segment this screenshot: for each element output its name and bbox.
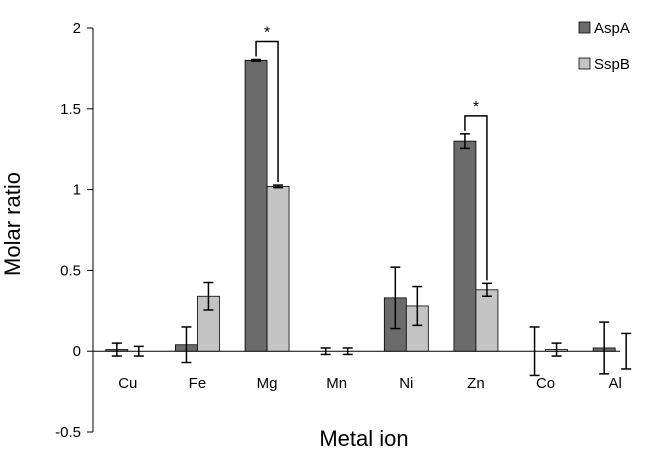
plot-area: -0.500.511.52 Cu Fe Mg Mn Ni Zn Co Al ** [55, 20, 632, 441]
significance-star: * [264, 25, 270, 42]
legend-label-sspb: SspB [594, 56, 630, 73]
y-axis-ticks: -0.5 0 0.5 1 1.5 2 [55, 20, 93, 441]
bar-aspa-mg [244, 59, 268, 352]
significance-bracket [255, 40, 279, 183]
legend-swatch-sspb [578, 57, 591, 70]
y-tick-label: 0.5 [60, 262, 81, 279]
x-tick-label: Fe [189, 375, 207, 392]
x-tick-label: Ni [399, 375, 413, 392]
x-axis-title: Metal ion [319, 426, 408, 450]
legend-label-aspa: AspA [594, 20, 630, 37]
significance-annotations: ** [255, 25, 488, 281]
y-tick-label: 2 [73, 20, 81, 37]
x-tick-label: Co [536, 375, 555, 392]
significance-star: * [473, 99, 479, 116]
bar-sspb-mg [266, 185, 290, 352]
x-tick-label: Cu [118, 375, 137, 392]
bars [105, 59, 616, 352]
x-axis-tick-labels: Cu Fe Mg Mn Ni Zn Co Al [118, 375, 622, 392]
legend: AspA SspB [578, 20, 630, 73]
significance-bracket [464, 115, 488, 281]
y-tick-label: -0.5 [55, 424, 81, 441]
bar-aspa-zn [453, 140, 477, 352]
x-tick-label: Mn [326, 375, 347, 392]
bar-sspb-zn [475, 289, 499, 352]
error-bars [111, 58, 632, 377]
legend-swatch-aspa [578, 21, 591, 34]
y-tick-label: 1.5 [60, 101, 81, 118]
y-tick-label: 0 [73, 343, 81, 360]
y-axis-title: Molar ratio [0, 172, 25, 276]
x-tick-label: Mg [257, 375, 278, 392]
x-tick-label: Zn [467, 375, 485, 392]
x-tick-label: Al [609, 375, 622, 392]
y-tick-label: 1 [73, 182, 81, 199]
